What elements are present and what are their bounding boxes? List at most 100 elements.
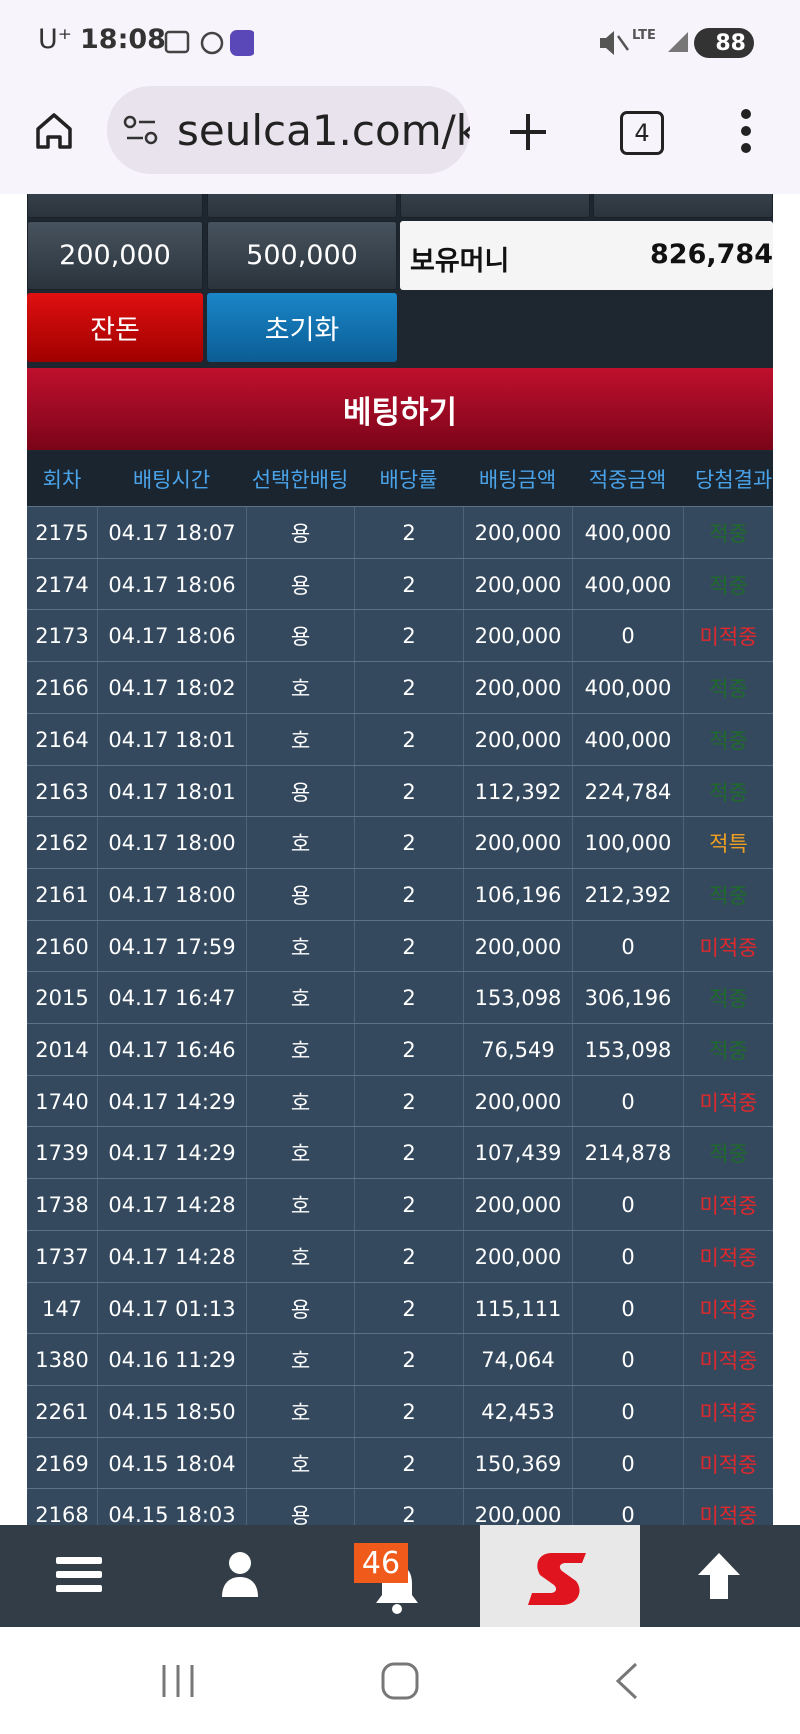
table-cell: 04.15 18:50: [97, 1385, 246, 1438]
user-icon[interactable]: [220, 1551, 260, 1599]
amount-button[interactable]: [593, 194, 773, 218]
home-button[interactable]: [32, 109, 76, 153]
amount-button[interactable]: 200,000: [27, 221, 203, 290]
table-header: 회차 배팅시간 선택한배팅 배당률 배팅금액 적중금액 당첨결과: [27, 452, 773, 506]
table-cell: 2: [354, 558, 463, 611]
table-row: 2261 04.15 18:50 호 2 42,453 0 미적중: [27, 1384, 773, 1438]
table-cell: 2015: [35, 986, 89, 1011]
table-row: 2160 04.17 17:59 호 2 200,000 0 미적중: [27, 919, 773, 973]
network-type: LTE: [632, 28, 656, 43]
table-cell: 1739: [35, 1141, 89, 1166]
site-info-icon[interactable]: [123, 114, 159, 146]
table-cell: 200,000: [463, 610, 572, 663]
table-cell: 42,453: [463, 1385, 572, 1438]
table-cell: 2168: [35, 1503, 89, 1525]
table-cell: 04.17 14:28: [97, 1179, 246, 1232]
table-cell: 호: [246, 1024, 354, 1076]
table-cell: 04.17 18:07: [97, 507, 246, 559]
table-cell: 04.17 18:06: [97, 610, 246, 663]
mute-icon: [600, 31, 630, 55]
table-cell: 1738: [35, 1193, 89, 1218]
menu-button[interactable]: [736, 108, 756, 154]
table-cell: 200,000: [463, 920, 572, 973]
amount-button[interactable]: [400, 194, 590, 218]
table-cell: 200,000: [463, 507, 572, 559]
table-cell: 214,878: [572, 1127, 683, 1180]
result-cell: 미적중: [683, 1230, 773, 1283]
reset-button[interactable]: 초기화: [207, 293, 397, 362]
table-cell: 04.17 18:06: [97, 558, 246, 611]
home-system-button[interactable]: [380, 1661, 420, 1701]
table-row: 1739 04.17 14:29 호 2 107,439 214,878 적중: [27, 1126, 773, 1180]
table-cell: 200,000: [463, 1179, 572, 1232]
table-cell: 호: [246, 1075, 354, 1128]
table-cell: 224,784: [572, 765, 683, 818]
table-cell: 200,000: [463, 1230, 572, 1283]
column-header: 선택한배팅: [251, 468, 349, 492]
table-cell: 04.17 17:59: [97, 920, 246, 973]
table-cell: 호: [246, 1230, 354, 1283]
table-row: 2015 04.17 16:47 호 2 153,098 306,196 적중: [27, 971, 773, 1025]
tab-switcher[interactable]: 4: [620, 111, 664, 155]
table-cell: 04.17 18:00: [97, 868, 246, 921]
table-cell: 04.17 16:47: [97, 972, 246, 1025]
table-cell: 2174: [35, 572, 89, 597]
table-cell: 0: [572, 1385, 683, 1438]
button-label: 잔돈: [90, 315, 140, 346]
result-cell: 미적중: [683, 1282, 773, 1335]
table-cell: 0: [572, 1334, 683, 1387]
address-bar[interactable]: seulca1.com/k: [107, 86, 470, 174]
table-cell: 2014: [35, 1038, 89, 1062]
table-cell: 호: [246, 1437, 354, 1490]
recents-button[interactable]: [160, 1661, 196, 1701]
table-cell: 2169: [35, 1451, 89, 1476]
table-cell: 04.17 18:02: [97, 662, 246, 715]
column-header: 배당률: [379, 468, 438, 492]
table-cell: 2160: [35, 934, 89, 959]
table-cell: 호: [246, 1179, 354, 1232]
table-cell: 2161: [35, 882, 89, 907]
menu-icon[interactable]: [56, 1555, 102, 1595]
table-cell: 호: [246, 662, 354, 715]
table-cell: 200,000: [463, 1075, 572, 1128]
table-cell: 04.17 18:01: [97, 713, 246, 766]
table-row: 147 04.17 01:13 용 2 115,111 0 미적중: [27, 1281, 773, 1335]
scroll-top-button[interactable]: [696, 1551, 742, 1601]
table-cell: 400,000: [572, 507, 683, 559]
table-cell: 2: [354, 868, 463, 921]
table-cell: 2: [354, 920, 463, 973]
table-cell: 2: [354, 610, 463, 663]
table-cell: 400,000: [572, 662, 683, 715]
table-cell: 200,000: [463, 558, 572, 611]
table-cell: 2: [354, 1230, 463, 1283]
table-row: 2169 04.15 18:04 호 2 150,369 0 미적중: [27, 1436, 773, 1490]
table-cell: 106,196: [463, 868, 572, 921]
result-cell: 적중: [683, 713, 773, 766]
table-cell: 2: [354, 1385, 463, 1438]
logo-tab[interactable]: [480, 1525, 640, 1627]
result-cell: 적중: [683, 1127, 773, 1180]
table-cell: 1737: [35, 1244, 89, 1269]
table-cell: 호: [246, 1127, 354, 1180]
table-cell: 112,392: [463, 765, 572, 818]
table-cell: 04.17 18:00: [97, 817, 246, 870]
result-cell: 적중: [683, 558, 773, 611]
column-header: 당첨결과: [695, 468, 773, 492]
table-cell: 2: [354, 1179, 463, 1232]
amount-button[interactable]: [27, 194, 203, 218]
amount-button[interactable]: [207, 194, 397, 218]
change-button[interactable]: 잔돈: [27, 293, 203, 362]
table-cell: 2: [354, 1437, 463, 1490]
table-cell: 0: [572, 1437, 683, 1490]
result-cell: 적중: [683, 662, 773, 715]
table-cell: 호: [246, 920, 354, 973]
url[interactable]: seulca1.com/k: [177, 106, 470, 155]
back-button[interactable]: [612, 1661, 642, 1701]
table-cell: 용: [246, 868, 354, 921]
betting-panel: 200,000 500,000 보유머니 826,784 잔돈 초기화 베팅하기…: [27, 194, 773, 1525]
table-cell: 147: [41, 1296, 83, 1321]
amount-button[interactable]: 500,000: [207, 221, 397, 290]
column-header: 적중금액: [588, 468, 667, 492]
new-tab-button[interactable]: [506, 110, 550, 154]
